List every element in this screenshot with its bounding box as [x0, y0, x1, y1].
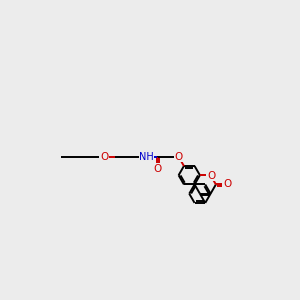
Text: NH: NH: [139, 152, 154, 162]
Text: O: O: [153, 164, 161, 174]
Text: O: O: [223, 179, 231, 190]
Text: O: O: [207, 171, 215, 181]
Text: O: O: [100, 152, 108, 162]
Text: O: O: [175, 152, 183, 162]
